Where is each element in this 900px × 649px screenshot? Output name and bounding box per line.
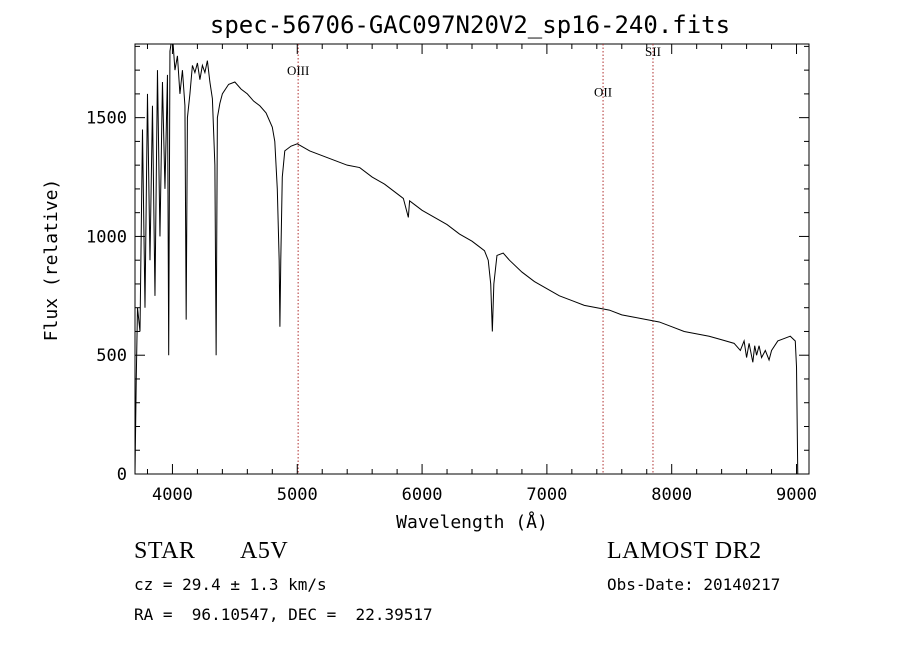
y-tick-label: 0	[117, 465, 127, 485]
plot-frame	[134, 43, 810, 475]
x-tick-label: 4000	[152, 485, 193, 505]
x-tick-label: 6000	[402, 485, 443, 505]
spectrum-line	[135, 44, 799, 474]
coords-line: RA = 96.10547, DEC = 22.39517	[134, 605, 433, 624]
y-tick-label: 1000	[86, 227, 127, 247]
x-tick-label: 5000	[277, 485, 318, 505]
spectral-class: A5V	[240, 538, 289, 564]
x-tick-label: 9000	[776, 485, 817, 505]
x-axis: 4000 5000 6000 7000 8000 9000	[146, 44, 817, 505]
y-axis: 0 500 1000 1500	[86, 45, 809, 485]
annotation-label: OII	[594, 84, 612, 99]
survey-name: LAMOST DR2	[607, 538, 762, 564]
y-axis-label: Flux (relative)	[41, 179, 62, 342]
series-layer	[135, 44, 799, 474]
annotation-label: SII	[645, 44, 661, 59]
redshift-line: cz = 29.4 ± 1.3 km/s	[134, 575, 327, 594]
x-tick-label: 8000	[651, 485, 692, 505]
x-tick-label: 7000	[526, 485, 567, 505]
chart-title: spec-56706-GAC097N20V2_sp16-240.fits	[210, 11, 730, 39]
annotation-label: OIII	[287, 63, 309, 78]
obs-date: Obs-Date: 20140217	[607, 575, 781, 594]
x-axis-label: Wavelength (Å)	[396, 511, 548, 533]
y-tick-label: 500	[96, 346, 127, 366]
annotation-layer: OIII OII SII	[287, 44, 661, 474]
y-tick-label: 1500	[86, 109, 127, 129]
object-type: STAR	[134, 538, 196, 564]
